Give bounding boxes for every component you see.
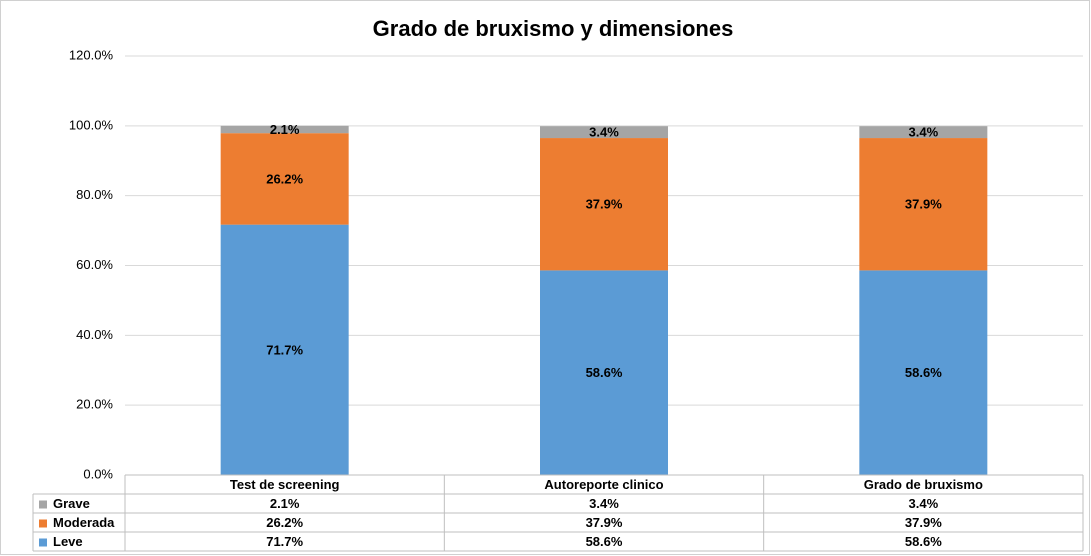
y-tick-label: 60.0% xyxy=(76,257,113,272)
bar-segment xyxy=(859,270,988,475)
table-value: 37.9% xyxy=(905,515,942,530)
chart-title: Grado de bruxismo y dimensiones xyxy=(373,16,734,41)
data-label: 58.6% xyxy=(905,365,942,380)
y-tick-label: 40.0% xyxy=(76,327,113,342)
data-label: 3.4% xyxy=(909,125,939,140)
bar-segment xyxy=(220,224,349,475)
x-tick-label: Grado de bruxismo xyxy=(864,477,983,492)
bar-segment xyxy=(220,133,349,225)
y-tick-label: 20.0% xyxy=(76,397,113,412)
data-label: 58.6% xyxy=(586,365,623,380)
legend-swatch xyxy=(39,538,47,547)
bar-segment xyxy=(859,138,988,271)
legend-label: Moderada xyxy=(53,515,115,530)
legend-swatch xyxy=(39,519,47,528)
legend-swatch xyxy=(39,500,47,509)
table-value: 71.7% xyxy=(266,534,303,549)
x-tick-label: Test de screening xyxy=(230,477,340,492)
table-value: 58.6% xyxy=(586,534,623,549)
y-tick-label: 100.0% xyxy=(69,117,114,132)
table-value: 3.4% xyxy=(589,496,619,511)
table-value: 37.9% xyxy=(586,515,623,530)
table-value: 3.4% xyxy=(909,496,939,511)
y-tick-label: 120.0% xyxy=(69,47,114,62)
y-tick-label: 80.0% xyxy=(76,187,113,202)
table-value: 58.6% xyxy=(905,534,942,549)
bar-segment xyxy=(859,126,988,139)
data-label: 2.1% xyxy=(270,122,300,137)
table-value: 26.2% xyxy=(266,515,303,530)
table-value: 2.1% xyxy=(270,496,300,511)
data-label: 71.7% xyxy=(266,342,303,357)
x-tick-label: Autoreporte clinico xyxy=(544,477,663,492)
bar-segment xyxy=(220,125,349,134)
legend-label: Grave xyxy=(53,496,90,511)
data-label: 37.9% xyxy=(905,197,942,212)
legend-label: Leve xyxy=(53,534,83,549)
data-label: 37.9% xyxy=(586,197,623,212)
bar-segment xyxy=(540,138,668,271)
data-label: 3.4% xyxy=(589,125,619,140)
data-label: 26.2% xyxy=(266,171,303,186)
y-tick-label: 0.0% xyxy=(83,466,113,481)
bar-segment xyxy=(540,126,668,139)
bar-segment xyxy=(540,270,668,475)
